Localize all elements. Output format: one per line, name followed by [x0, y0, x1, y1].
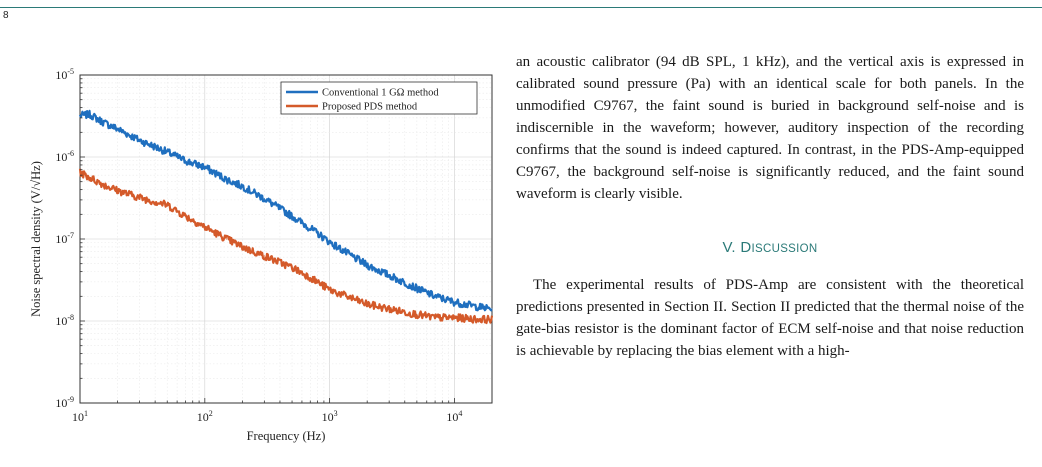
- series-1-point: [491, 318, 493, 320]
- series-0-point: [329, 241, 331, 243]
- series-0-point: [453, 301, 456, 303]
- series-0-point: [475, 305, 478, 308]
- series-0-point: [291, 215, 293, 217]
- series-1-point: [366, 303, 368, 305]
- legend-box: [280, 81, 478, 115]
- series-0-point: [101, 121, 103, 123]
- series-1-point: [309, 276, 311, 279]
- y-tick-label: 10-7: [55, 231, 74, 246]
- series-1-point: [166, 204, 168, 206]
- series-1-point: [138, 196, 141, 199]
- series-1-point: [434, 317, 436, 319]
- section-title-initial: D: [740, 239, 752, 256]
- section-title-rest: ISCUSSION: [751, 243, 818, 255]
- series-1-point: [291, 266, 293, 269]
- series-0-point: [263, 198, 265, 200]
- x-tick-label: 103: [322, 409, 338, 424]
- series-0-point: [366, 264, 368, 266]
- series-0-point: [226, 179, 228, 181]
- series-0-point: [184, 160, 187, 162]
- series-0-point: [116, 128, 119, 130]
- x-tick-label: 104: [446, 409, 462, 424]
- x-tick-label: 101: [72, 409, 88, 424]
- y-tick-label: 10-9: [55, 395, 74, 410]
- series-1-point: [263, 255, 265, 257]
- series-1-point: [89, 177, 91, 179]
- series-0-point: [388, 274, 390, 276]
- series-0-point: [309, 227, 311, 229]
- grid: [79, 75, 493, 404]
- series-1-point: [241, 246, 243, 248]
- series-0-point: [166, 151, 168, 153]
- series-1-point: [329, 289, 331, 291]
- series-1-point: [453, 317, 456, 319]
- series-0-point: [89, 113, 91, 116]
- series-1-point: [416, 313, 418, 316]
- series-1-point: [116, 189, 119, 192]
- series-0-point: [138, 139, 141, 141]
- x-axis-label: Frequency (Hz): [247, 429, 326, 443]
- series-1-point: [184, 215, 187, 217]
- series-0-point: [79, 114, 81, 117]
- text-column: an acoustic calibrator (94 dB SPL, 1 kHz…: [516, 51, 1024, 362]
- page-number: 8: [3, 10, 9, 21]
- y-tick-label: 10-6: [55, 149, 74, 164]
- x-tick-label: 102: [197, 409, 213, 424]
- y-tick-label: 10-8: [55, 313, 74, 328]
- series-1-point: [475, 318, 478, 320]
- series-1-point: [79, 171, 81, 173]
- paragraph-discussion: The experimental results of PDS-Amp are …: [516, 277, 1024, 359]
- series-1-point: [350, 297, 353, 299]
- legend-label-conventional: Conventional 1 GΩ method: [322, 88, 439, 99]
- series-0-point: [416, 287, 418, 289]
- series-0-point: [241, 185, 243, 187]
- series-0-point: [434, 295, 436, 297]
- series-line-1: [78, 168, 494, 325]
- series-0-point: [204, 166, 206, 168]
- axis-ticks: 101 102 103 104 10-5 10-6 10-7 10-8 10-9: [55, 67, 493, 424]
- noise-spectrum-figure: 101 102 103 104 10-5 10-6 10-7 10-8 10-9 Convent…: [29, 67, 494, 443]
- series-1-point: [226, 238, 228, 240]
- series-1-point: [101, 183, 103, 185]
- series-layer: [78, 109, 494, 325]
- series-0-point: [350, 255, 353, 257]
- legend: Conventional 1 GΩ method Proposed PDS me…: [280, 81, 478, 115]
- series-line-0: [78, 109, 493, 312]
- y-axis-label: Noise spectral density (V/√Hz): [29, 161, 43, 317]
- section-heading: V. DISCUSSION: [516, 237, 1024, 260]
- section-number: V.: [722, 239, 736, 256]
- legend-label-proposed: Proposed PDS method: [322, 102, 418, 113]
- header-rule: [0, 7, 1042, 8]
- y-tick-label: 10-5: [55, 67, 74, 82]
- series-0-point: [491, 308, 493, 310]
- paragraph-calibration: an acoustic calibrator (94 dB SPL, 1 kHz…: [516, 54, 1024, 202]
- series-1-point: [204, 226, 206, 228]
- series-1-point: [388, 308, 390, 310]
